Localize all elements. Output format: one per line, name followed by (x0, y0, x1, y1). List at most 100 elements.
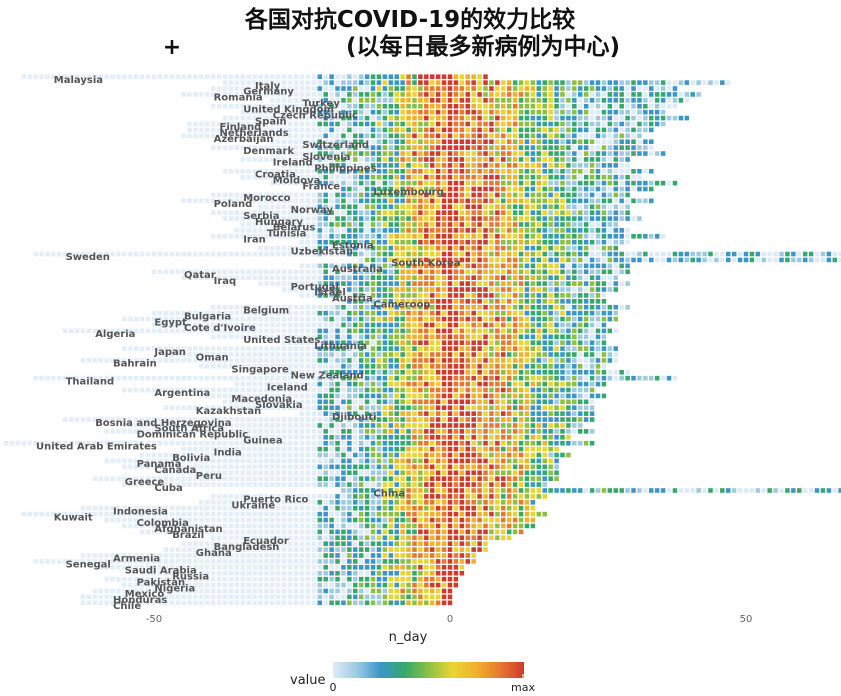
heatmap-cell (376, 163, 382, 168)
heatmap-cell (252, 458, 257, 464)
heatmap-cell (506, 334, 512, 340)
heatmap-cell (672, 98, 678, 103)
heatmap-cell (429, 245, 435, 251)
heatmap-cell (210, 470, 216, 476)
heatmap-cell (530, 163, 536, 168)
heatmap-cell (299, 198, 305, 204)
heatmap-cell (151, 417, 157, 422)
heatmap-cell (222, 434, 228, 440)
heatmap-cell (347, 346, 352, 351)
heatmap-cell (347, 387, 352, 393)
heatmap-cell (595, 369, 601, 375)
heatmap-cell (583, 440, 589, 446)
heatmap-cell (613, 192, 619, 198)
heatmap-cell (222, 358, 228, 363)
heatmap-cell (589, 346, 595, 351)
heatmap-cell (506, 86, 512, 91)
heatmap-cell (228, 198, 234, 204)
heatmap-cell (317, 222, 323, 227)
heatmap-cell (536, 429, 542, 434)
heatmap-cell (435, 334, 441, 340)
heatmap-cell (613, 145, 619, 150)
heatmap-cell (305, 375, 311, 381)
heatmap-cell (424, 245, 429, 251)
heatmap-cell (429, 239, 435, 245)
heatmap-cell (613, 109, 619, 115)
heatmap-cell (418, 204, 423, 210)
heatmap-cell (335, 157, 340, 162)
heatmap-cell (429, 464, 435, 470)
heatmap-cell (501, 139, 506, 145)
heatmap-cell (613, 168, 619, 174)
heatmap-cell (240, 375, 246, 381)
heatmap-cell (761, 257, 767, 263)
heatmap-cell (382, 103, 388, 109)
heatmap-cell (353, 429, 358, 434)
heatmap-cell (465, 263, 471, 269)
heatmap-cell (234, 133, 240, 139)
heatmap-cell (400, 74, 405, 80)
heatmap-cell (187, 198, 192, 204)
heatmap-cell (287, 310, 293, 316)
heatmap-cell (358, 304, 364, 310)
heatmap-cell (293, 204, 299, 210)
heatmap-cell (264, 328, 269, 334)
heatmap-cell (388, 352, 394, 357)
heatmap-cell (39, 74, 44, 80)
heatmap-cell (394, 464, 399, 470)
heatmap-cell (116, 328, 121, 334)
heatmap-cell (619, 109, 624, 115)
heatmap-cell (228, 405, 234, 411)
heatmap-cell (353, 103, 358, 109)
heatmap-cell (536, 145, 542, 150)
heatmap-cell (210, 127, 216, 133)
heatmap-cell (560, 239, 565, 245)
heatmap-cell (560, 369, 565, 375)
heatmap-cell (524, 405, 530, 411)
heatmap-cell (637, 80, 642, 85)
heatmap-cell (157, 440, 163, 446)
heatmap-cell (216, 429, 222, 434)
heatmap-cell (276, 387, 281, 393)
heatmap-cell (441, 109, 447, 115)
heatmap-cell (506, 180, 512, 186)
heatmap-cell (299, 98, 305, 103)
heatmap-cell (465, 210, 471, 215)
heatmap-cell (429, 103, 435, 109)
heatmap-cell (518, 222, 524, 227)
heatmap-cell (151, 440, 157, 446)
heatmap-cell (737, 251, 743, 257)
heatmap-cell (86, 358, 92, 363)
heatmap-cell (643, 92, 648, 97)
heatmap-cell (595, 192, 601, 198)
heatmap-cell (394, 151, 399, 156)
heatmap-cell (376, 86, 382, 91)
heatmap-cell (489, 257, 494, 263)
heatmap-cell (270, 133, 275, 139)
heatmap-cell (370, 293, 376, 298)
heatmap-cell (554, 103, 559, 109)
heatmap-cell (595, 275, 601, 280)
heatmap-cell (234, 192, 240, 198)
heatmap-cell (483, 322, 488, 328)
heatmap-cell (388, 299, 394, 304)
heatmap-cell (394, 322, 399, 328)
heatmap-cell (489, 86, 494, 91)
heatmap-cell (353, 86, 358, 91)
heatmap-cell (613, 328, 619, 334)
heatmap-cell (447, 411, 453, 416)
heatmap-cell (447, 245, 453, 251)
heatmap-cell (441, 269, 447, 275)
heatmap-cell (205, 387, 210, 393)
heatmap-cell (418, 234, 423, 239)
heatmap-cell (572, 257, 577, 263)
heatmap-cell (619, 239, 624, 245)
heatmap-cell (329, 157, 334, 162)
heatmap-cell (376, 358, 382, 363)
heatmap-cell (512, 446, 518, 452)
heatmap-cell (376, 210, 382, 215)
heatmap-cell (429, 369, 435, 375)
heatmap-cell (459, 109, 465, 115)
heatmap-cell (264, 464, 269, 470)
heatmap-cell (512, 174, 518, 180)
